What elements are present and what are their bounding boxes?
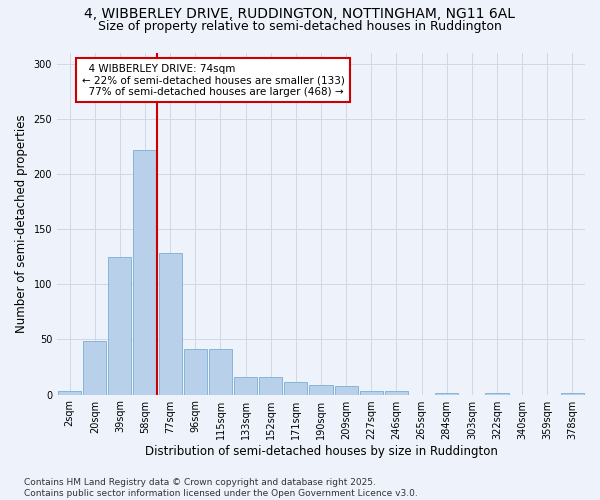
X-axis label: Distribution of semi-detached houses by size in Ruddington: Distribution of semi-detached houses by … — [145, 444, 497, 458]
Bar — [385, 392, 408, 394]
Bar — [234, 377, 257, 394]
Text: 4 WIBBERLEY DRIVE: 74sqm
← 22% of semi-detached houses are smaller (133)
  77% o: 4 WIBBERLEY DRIVE: 74sqm ← 22% of semi-d… — [82, 64, 344, 96]
Text: Size of property relative to semi-detached houses in Ruddington: Size of property relative to semi-detach… — [98, 20, 502, 33]
Bar — [335, 386, 358, 394]
Text: Contains HM Land Registry data © Crown copyright and database right 2025.
Contai: Contains HM Land Registry data © Crown c… — [24, 478, 418, 498]
Bar — [83, 340, 106, 394]
Bar — [209, 350, 232, 395]
Bar — [360, 392, 383, 394]
Bar — [109, 256, 131, 394]
Bar — [58, 392, 81, 394]
Bar — [284, 382, 307, 394]
Bar — [259, 377, 283, 394]
Bar — [133, 150, 157, 394]
Bar — [158, 254, 182, 394]
Text: 4, WIBBERLEY DRIVE, RUDDINGTON, NOTTINGHAM, NG11 6AL: 4, WIBBERLEY DRIVE, RUDDINGTON, NOTTINGH… — [85, 8, 515, 22]
Bar — [184, 350, 207, 395]
Y-axis label: Number of semi-detached properties: Number of semi-detached properties — [15, 114, 28, 333]
Bar — [310, 384, 332, 394]
